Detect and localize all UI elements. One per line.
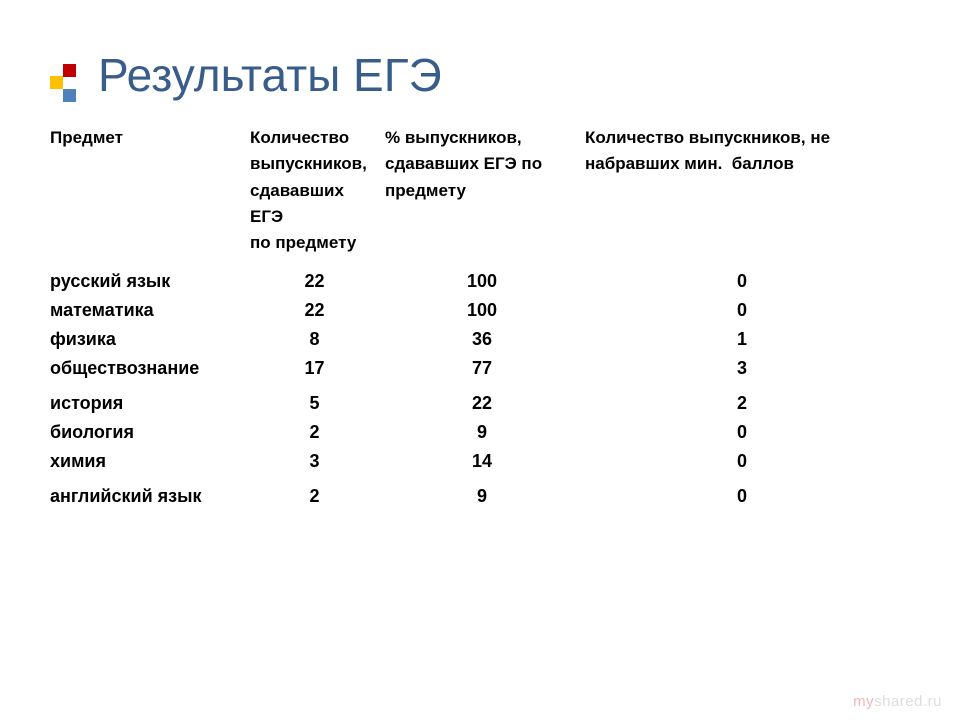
table-row: биология 2 9 0 <box>50 418 905 447</box>
cell-count: 22 <box>250 296 385 325</box>
table-row: химия 3 14 0 <box>50 447 905 476</box>
bullet-squares-icon <box>50 64 76 102</box>
cell-subject: математика <box>50 296 250 325</box>
table-row: математика 22 100 0 <box>50 296 905 325</box>
cell-percent: 100 <box>385 296 585 325</box>
col-header-count: Количество выпускников, сдававших ЕГЭ по… <box>250 122 385 267</box>
cell-fail: 1 <box>585 325 905 354</box>
cell-percent: 36 <box>385 325 585 354</box>
cell-percent: 22 <box>385 383 585 418</box>
cell-fail: 0 <box>585 296 905 325</box>
cell-count: 2 <box>250 476 385 511</box>
watermark-left: my <box>853 693 874 710</box>
cell-percent: 9 <box>385 476 585 511</box>
cell-fail: 3 <box>585 354 905 383</box>
cell-percent: 100 <box>385 267 585 296</box>
cell-fail: 0 <box>585 267 905 296</box>
col-header-percent: % выпускников, сдававших ЕГЭ по предмету <box>385 122 585 267</box>
cell-count: 3 <box>250 447 385 476</box>
watermark-right: shared.ru <box>874 693 942 710</box>
table-row: русский язык 22 100 0 <box>50 267 905 296</box>
slide: Результаты ЕГЭ Предмет Количество выпуск… <box>0 0 960 720</box>
col-header-fail: Количество выпускников, не набравших мин… <box>585 122 905 267</box>
page-title: Результаты ЕГЭ <box>98 50 442 101</box>
table-header-row: Предмет Количество выпускников, сдававши… <box>50 122 905 267</box>
cell-count: 5 <box>250 383 385 418</box>
cell-fail: 0 <box>585 476 905 511</box>
cell-count: 22 <box>250 267 385 296</box>
col-header-subject: Предмет <box>50 122 250 267</box>
cell-count: 8 <box>250 325 385 354</box>
bullet-square-yellow <box>50 76 63 89</box>
cell-subject: русский язык <box>50 267 250 296</box>
cell-fail: 0 <box>585 447 905 476</box>
cell-percent: 9 <box>385 418 585 447</box>
bullet-square-red <box>63 64 76 77</box>
table-row: история 5 22 2 <box>50 383 905 418</box>
cell-subject: история <box>50 383 250 418</box>
cell-subject: биология <box>50 418 250 447</box>
cell-count: 17 <box>250 354 385 383</box>
table-row: обществознание 17 77 3 <box>50 354 905 383</box>
cell-subject: английский язык <box>50 476 250 511</box>
cell-percent: 14 <box>385 447 585 476</box>
cell-count: 2 <box>250 418 385 447</box>
cell-subject: химия <box>50 447 250 476</box>
cell-fail: 0 <box>585 418 905 447</box>
results-table: Предмет Количество выпускников, сдававши… <box>50 122 905 511</box>
table-row: английский язык 2 9 0 <box>50 476 905 511</box>
cell-subject: обществознание <box>50 354 250 383</box>
cell-percent: 77 <box>385 354 585 383</box>
cell-fail: 2 <box>585 383 905 418</box>
watermark: myshared.ru <box>853 693 942 710</box>
table-row: физика 8 36 1 <box>50 325 905 354</box>
cell-subject: физика <box>50 325 250 354</box>
bullet-square-blue <box>63 89 76 102</box>
title-row: Результаты ЕГЭ <box>50 50 905 102</box>
